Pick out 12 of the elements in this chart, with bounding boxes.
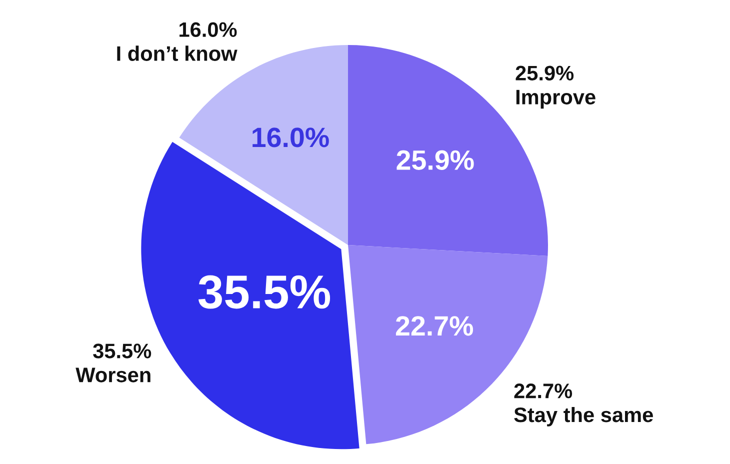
slice-label: Worsen xyxy=(76,368,150,382)
slice-label: I don’t know xyxy=(117,46,238,61)
slice-label: Stay the same xyxy=(514,406,653,426)
text: 25.9% xyxy=(516,66,574,81)
data-label: 35.5% xyxy=(198,275,330,309)
data-label: 22.7% xyxy=(396,316,474,336)
text: 22.7% xyxy=(514,384,572,398)
text: 16.0% xyxy=(180,22,237,38)
text: 35.5% xyxy=(93,344,152,358)
data-label: 25.9% xyxy=(396,150,474,170)
data-label: 16.0% xyxy=(252,128,329,148)
slice-label: Improve xyxy=(516,90,596,109)
